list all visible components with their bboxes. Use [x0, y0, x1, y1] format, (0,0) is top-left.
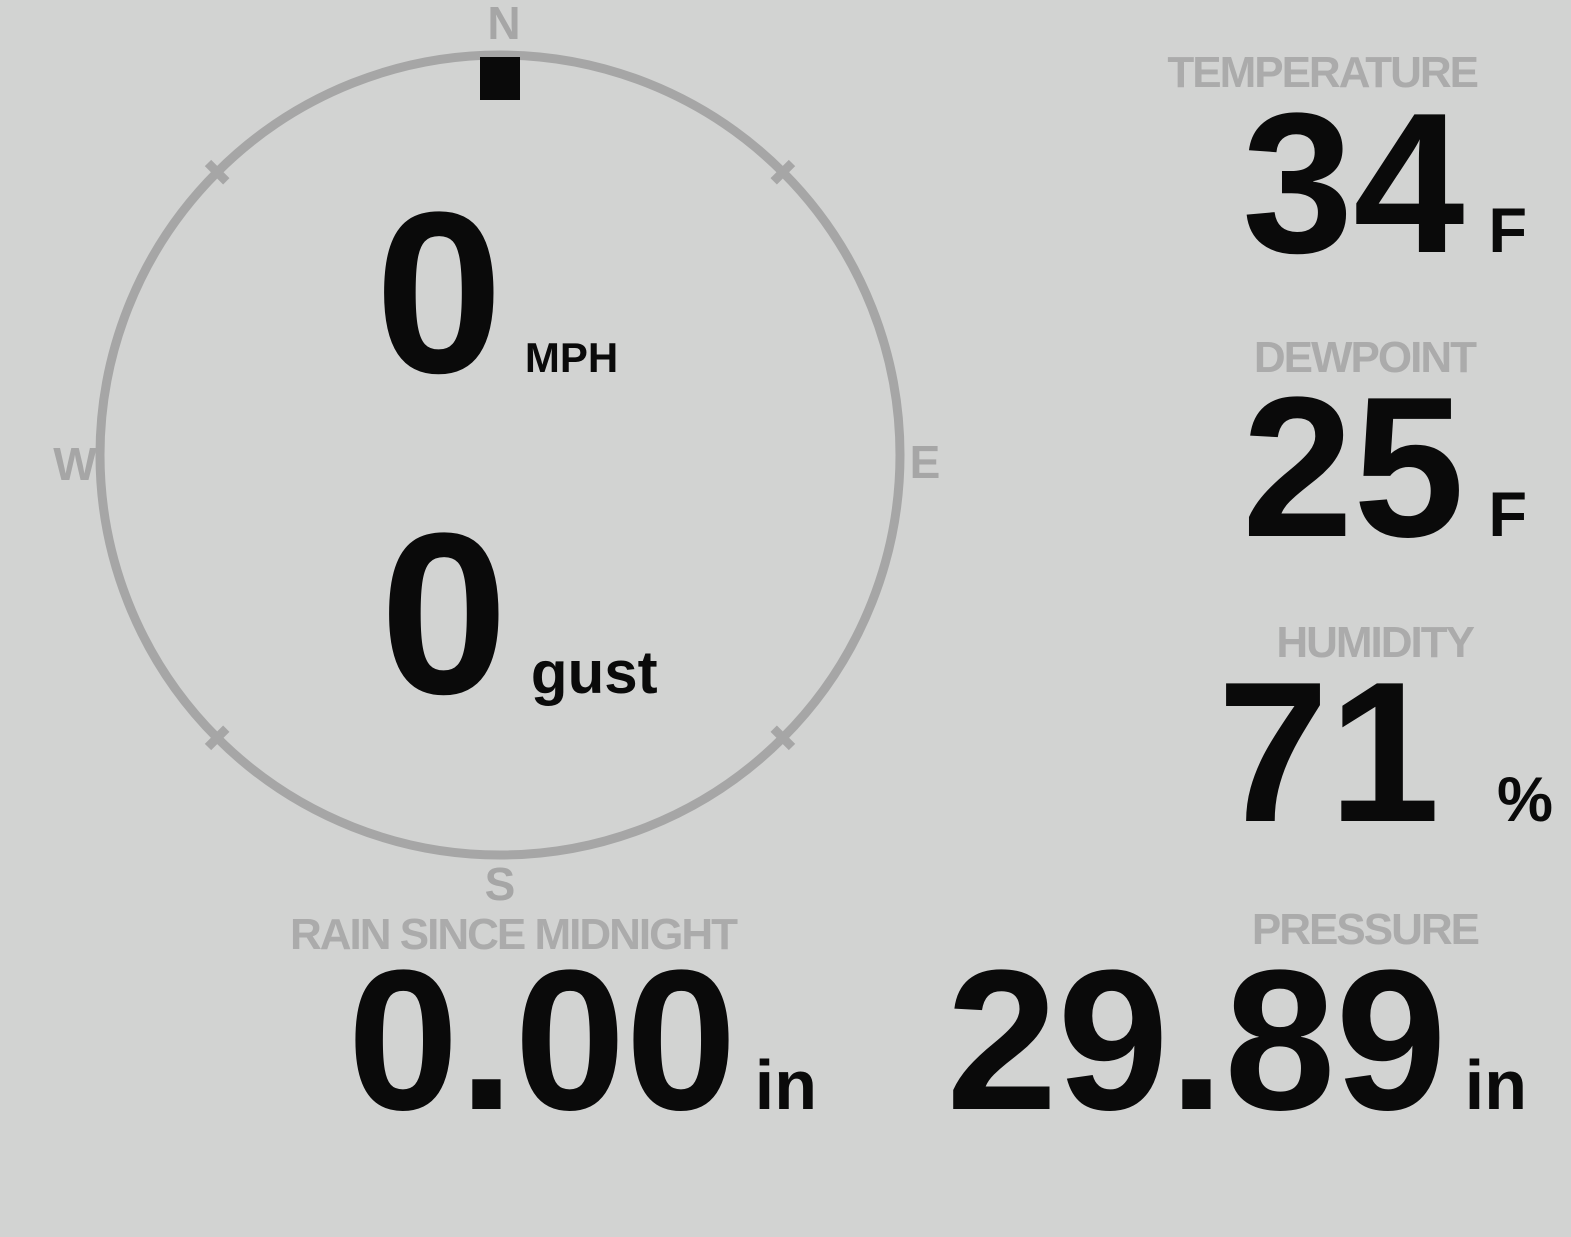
compass-cardinal-east: E: [909, 436, 941, 488]
wind-gust-readout: 0 gust: [380, 499, 658, 729]
dewpoint-value: 25: [1242, 356, 1465, 579]
humidity-value: 71: [1217, 641, 1440, 864]
compass-tick-ne: [770, 159, 796, 185]
temperature-value: 34: [1242, 72, 1465, 295]
wind-compass-gauge: [95, 50, 905, 860]
humidity-label: HUMIDITY: [1276, 618, 1475, 667]
compass-tick-se: [770, 725, 796, 751]
temperature-label: TEMPERATURE: [1167, 48, 1479, 97]
compass-tick-nw: [204, 159, 230, 185]
temperature-readout: 34 F: [1242, 84, 1527, 284]
compass-cardinal-south: S: [484, 858, 516, 910]
humidity-readout: 71 %: [1218, 653, 1554, 853]
pressure-unit: in: [1464, 1046, 1527, 1124]
wind-direction-marker: [480, 57, 520, 100]
rain-since-midnight-value: 0.00: [347, 929, 737, 1152]
compass-cardinal-north: N: [487, 0, 521, 49]
wind-gust-value: 0: [380, 485, 508, 742]
compass-tick-sw: [204, 725, 230, 751]
wind-speed-readout: 0 MPH: [375, 178, 618, 408]
dewpoint-label: DEWPOINT: [1253, 333, 1477, 382]
rain-since-midnight-readout: 0.00 in: [348, 941, 817, 1141]
pressure-label: PRESSURE: [1251, 905, 1480, 954]
compass-ring: [95, 50, 905, 860]
dewpoint-unit: F: [1488, 480, 1527, 550]
pressure-value: 29.89: [946, 929, 1447, 1152]
humidity-unit: %: [1496, 765, 1553, 835]
wind-gust-unit: gust: [530, 639, 658, 706]
wind-speed-unit: MPH: [524, 334, 619, 381]
rain-since-midnight-label: RAIN SINCE MIDNIGHT: [290, 910, 738, 959]
wind-speed-value: 0: [375, 164, 503, 421]
temperature-unit: F: [1488, 196, 1527, 266]
pressure-readout: 29.89 in: [946, 941, 1527, 1141]
rain-since-midnight-unit: in: [754, 1046, 817, 1124]
dewpoint-readout: 25 F: [1242, 368, 1527, 568]
compass-cardinal-west: W: [53, 438, 97, 490]
